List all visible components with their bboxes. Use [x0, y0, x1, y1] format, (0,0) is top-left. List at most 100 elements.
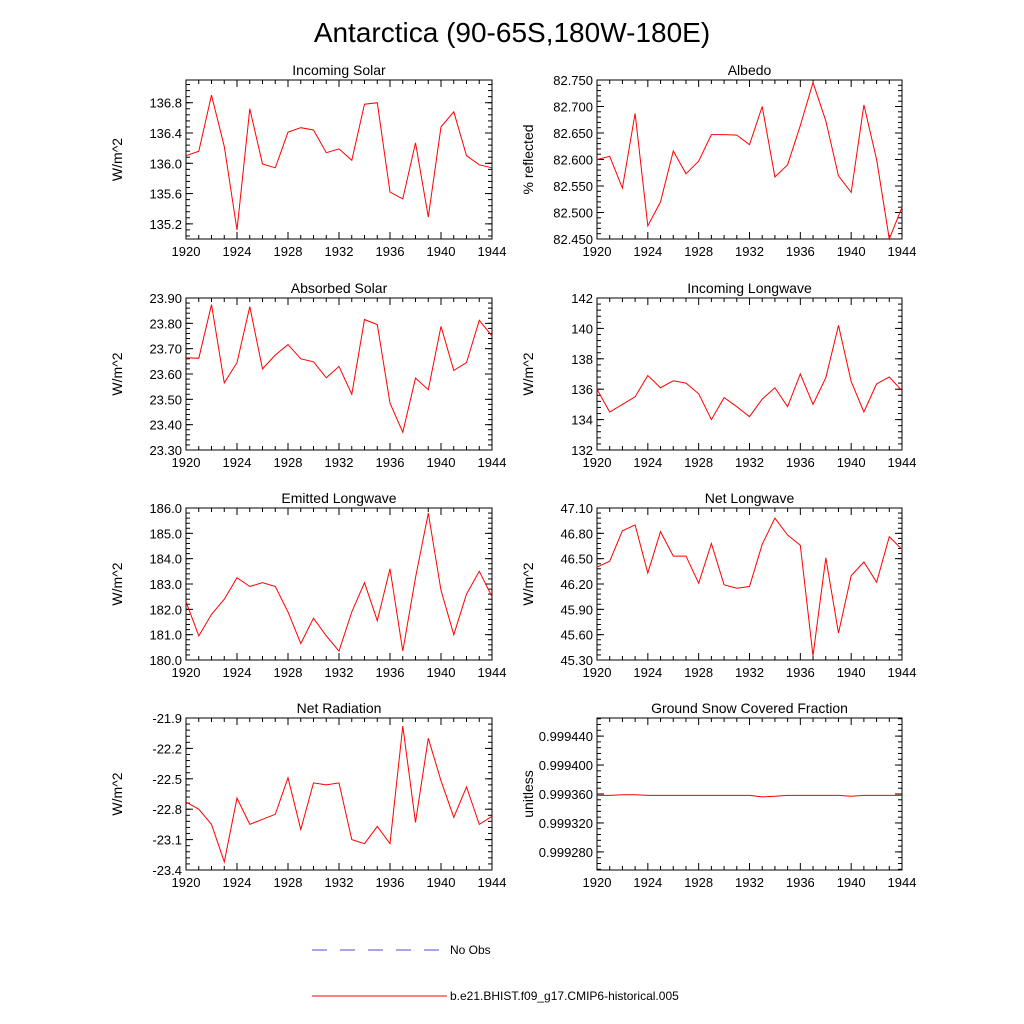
x-tick-label: 1920: [172, 875, 201, 890]
x-tick-label: 1936: [376, 455, 405, 470]
y-axis-label: W/m^2: [109, 352, 125, 395]
y-tick-label: 0.999440: [539, 729, 593, 744]
x-tick-label: 1920: [172, 244, 201, 259]
panel-title: Incoming Solar: [292, 62, 386, 78]
y-tick-label: 0.999360: [539, 787, 593, 802]
x-tick-label: 1944: [888, 455, 917, 470]
x-tick-label: 1924: [223, 244, 252, 259]
x-tick-label: 1928: [274, 244, 303, 259]
x-tick-label: 1924: [223, 455, 252, 470]
panel-7: Net Radiation W/m^2 1920 1924 1928 1932 1936 19…: [109, 700, 506, 890]
plot-frame: [596, 297, 903, 451]
y-tick-label: 136.4: [149, 126, 182, 141]
y-axis-label: W/m^2: [109, 138, 125, 181]
panel-title: Net Radiation: [297, 700, 382, 716]
panel-2: Albedo % reflected 1920 1924 1928 1932 1936 194…: [520, 62, 916, 259]
x-tick-label: 1924: [633, 455, 662, 470]
y-tick-label: 180.0: [149, 653, 182, 668]
x-tick-label: 1944: [478, 244, 507, 259]
x-tick-label: 1940: [837, 244, 866, 259]
y-tick-label: 0.999280: [539, 845, 593, 860]
y-tick-label: 82.650: [553, 126, 593, 141]
x-tick-label: 1920: [583, 455, 612, 470]
y-tick-label: 45.90: [560, 602, 593, 617]
x-tick-label: 1928: [274, 665, 303, 680]
y-axis-label: unitless: [520, 770, 536, 817]
panel-4: Incoming Longwave W/m^2 1920 1924 1928 1932 19…: [520, 280, 916, 470]
y-tick-label: 134: [571, 413, 593, 428]
x-tick-label: 1936: [376, 875, 405, 890]
panel-1: Incoming Solar W/m^2 1920 1924 1928 1932 1936 1…: [109, 62, 506, 259]
y-tick-label: 82.450: [553, 232, 593, 247]
series-line: [596, 517, 903, 656]
y-tick-label: 23.80: [149, 316, 182, 331]
x-tick-label: 1932: [325, 244, 354, 259]
y-tick-label: 46.80: [560, 526, 593, 541]
y-tick-label: 142: [571, 291, 593, 306]
x-tick-label: 1936: [786, 875, 815, 890]
y-tick-label: 46.20: [560, 577, 593, 592]
y-tick-label: 0.999400: [539, 758, 593, 773]
x-tick-label: 1932: [735, 665, 764, 680]
x-tick-label: 1940: [837, 665, 866, 680]
plot-frame: [185, 79, 493, 240]
y-tick-label: -21.9: [152, 711, 182, 726]
y-tick-label: 82.500: [553, 206, 593, 221]
y-axis-label: W/m^2: [520, 562, 536, 605]
y-tick-label: -23.1: [152, 833, 182, 848]
x-tick-label: 1924: [223, 665, 252, 680]
y-tick-label: 47.10: [560, 501, 593, 516]
y-tick-label: 23.70: [149, 342, 182, 357]
x-tick-label: 1928: [684, 665, 713, 680]
plot-frame: [185, 297, 493, 451]
y-tick-label: 181.0: [149, 628, 182, 643]
figure-title: Antarctica (90-65S,180W-180E): [314, 17, 710, 48]
y-tick-label: 82.700: [553, 100, 593, 115]
x-tick-label: 1924: [633, 665, 662, 680]
y-tick-label: 23.50: [149, 392, 182, 407]
y-tick-label: 132: [571, 443, 593, 458]
x-tick-label: 1940: [427, 455, 456, 470]
y-tick-label: 82.750: [553, 73, 593, 88]
y-tick-label: 183.0: [149, 577, 182, 592]
x-tick-label: 1928: [684, 455, 713, 470]
y-tick-label: 82.600: [553, 153, 593, 168]
series-line: [185, 94, 493, 230]
x-tick-label: 1932: [735, 244, 764, 259]
y-tick-label: 135.6: [149, 187, 182, 202]
x-tick-label: 1928: [684, 875, 713, 890]
y-tick-label: 135.2: [149, 217, 182, 232]
y-tick-label: 45.30: [560, 653, 593, 668]
x-tick-label: 1924: [633, 875, 662, 890]
y-tick-label: 182.0: [149, 602, 182, 617]
x-tick-label: 1936: [786, 665, 815, 680]
x-tick-label: 1936: [786, 455, 815, 470]
y-tick-label: 184.0: [149, 552, 182, 567]
y-tick-label: 23.30: [149, 443, 182, 458]
y-tick-label: 138: [571, 352, 593, 367]
y-tick-label: -22.2: [152, 741, 182, 756]
x-tick-label: 1940: [837, 455, 866, 470]
y-axis-label: W/m^2: [109, 562, 125, 605]
y-tick-label: 185.0: [149, 526, 182, 541]
y-tick-label: 0.999320: [539, 816, 593, 831]
x-tick-label: 1920: [583, 665, 612, 680]
series-line: [185, 726, 493, 864]
series-line: [185, 304, 493, 434]
panel-title: Absorbed Solar: [291, 280, 388, 296]
y-axis-label: W/m^2: [520, 352, 536, 395]
plot-frame: [596, 507, 903, 661]
x-tick-label: 1932: [325, 455, 354, 470]
series-line: [597, 794, 902, 798]
x-tick-label: 1936: [786, 244, 815, 259]
x-tick-label: 1928: [684, 244, 713, 259]
x-tick-label: 1944: [888, 244, 917, 259]
plot-frame: [596, 717, 903, 871]
panel-title: Net Longwave: [705, 490, 795, 506]
x-tick-label: 1936: [376, 665, 405, 680]
y-axis-label: % reflected: [520, 124, 536, 194]
legend-obs-label: No Obs: [450, 943, 491, 957]
x-tick-label: 1920: [583, 875, 612, 890]
y-tick-label: 23.60: [149, 367, 182, 382]
x-tick-label: 1932: [325, 665, 354, 680]
